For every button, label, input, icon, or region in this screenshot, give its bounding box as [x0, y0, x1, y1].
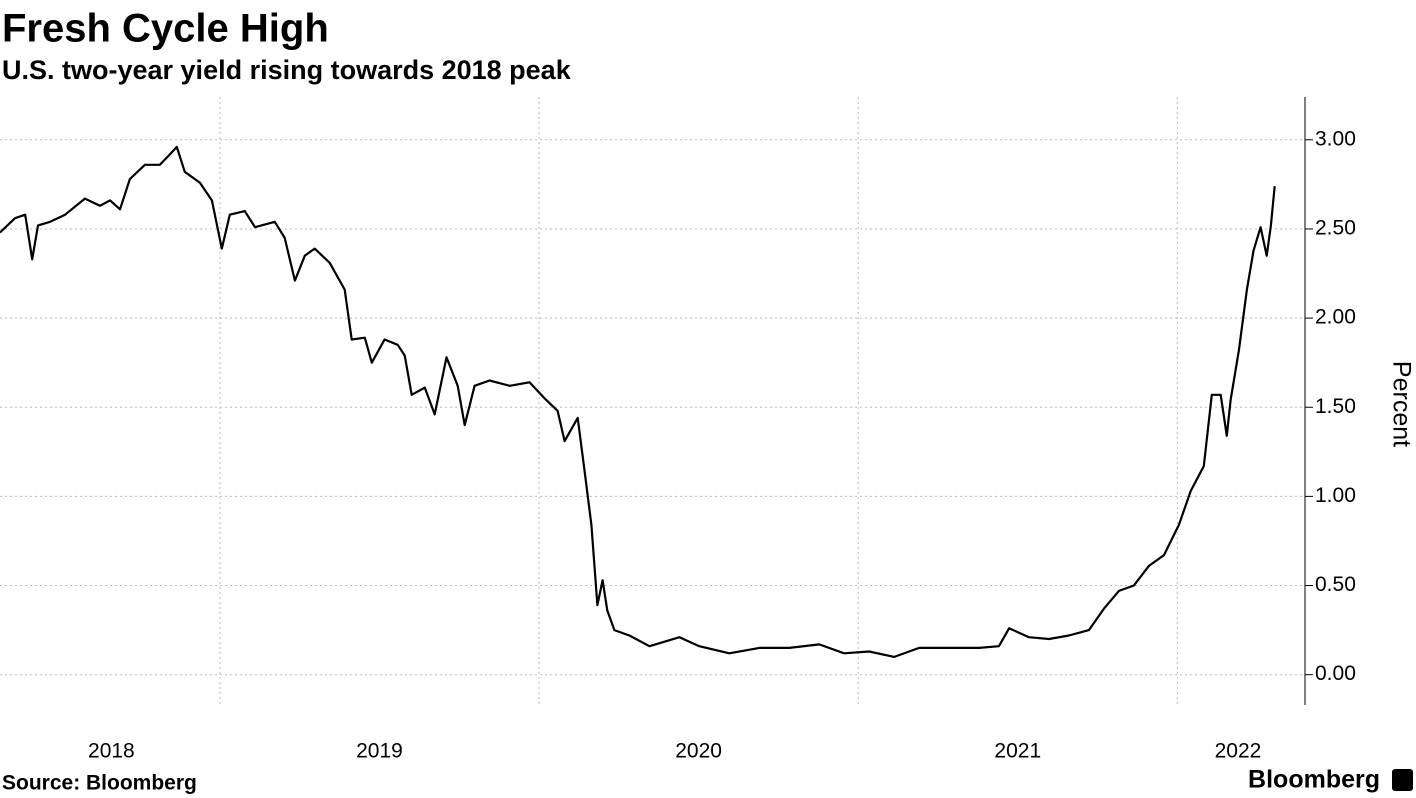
chart-title: Fresh Cycle High	[2, 7, 329, 51]
x-tick-label: 2022	[1215, 740, 1262, 763]
y-tick-label: 1.50	[1315, 395, 1356, 418]
y-axis-label: Percent	[1387, 361, 1415, 447]
y-tick-label: 2.50	[1315, 216, 1356, 239]
line	[0, 145, 1276, 658]
x-tick-label: 2018	[88, 740, 135, 763]
y-tick-label: 2.00	[1315, 306, 1356, 329]
brand: Bloomberg	[1248, 766, 1380, 794]
source: Source: Bloomberg	[2, 772, 197, 795]
y-tick-label: 1.00	[1315, 484, 1356, 507]
y-tick-label: 3.00	[1315, 127, 1356, 150]
y-tick-label: 0.50	[1315, 573, 1356, 596]
x-tick-label: 2019	[356, 740, 403, 763]
x-tick-label: 2020	[675, 740, 722, 763]
chart-subtitle: U.S. two-year yield rising towards 2018 …	[2, 55, 572, 85]
brand-icon	[1392, 769, 1413, 791]
y-tick-label: 0.00	[1315, 662, 1356, 685]
x-tick-label: 2021	[994, 740, 1041, 763]
